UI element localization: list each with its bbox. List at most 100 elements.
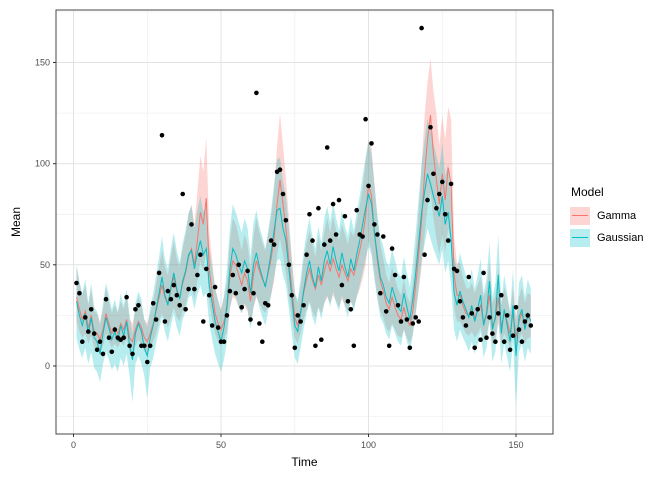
- y-tick-label: 0: [45, 361, 50, 371]
- observation-point: [257, 321, 262, 326]
- x-tick-label: 100: [361, 440, 376, 450]
- observation-point: [481, 270, 486, 276]
- observation-point: [499, 292, 504, 298]
- observation-point: [289, 292, 295, 298]
- panel-border: [55, 9, 554, 435]
- observation-point: [177, 303, 182, 308]
- observation-point: [333, 232, 339, 237]
- gaussian-mean-line: [76, 173, 532, 361]
- observation-point: [410, 321, 416, 326]
- observation-point: [171, 282, 177, 288]
- observation-point: [528, 323, 534, 328]
- observation-point: [103, 296, 109, 302]
- observation-point: [209, 323, 215, 328]
- observation-point: [327, 238, 333, 243]
- observation-point: [91, 331, 97, 336]
- x-tick-label: 50: [216, 440, 226, 450]
- observation-point: [180, 191, 185, 197]
- observation-point: [484, 335, 489, 341]
- observation-point: [206, 292, 212, 298]
- observation-point: [504, 313, 510, 318]
- observation-point: [156, 270, 162, 276]
- observation-point: [487, 315, 492, 320]
- observation-point: [268, 238, 274, 243]
- legend-entry-gaussian: Gaussian: [570, 229, 643, 247]
- observation-point: [389, 246, 395, 251]
- observation-point: [516, 327, 522, 332]
- legend-title: Model: [571, 185, 604, 199]
- observation-point: [522, 319, 528, 324]
- observation-point: [501, 339, 507, 345]
- observation-point: [372, 222, 377, 227]
- observation-point: [147, 343, 153, 349]
- observation-point: [292, 345, 298, 351]
- observation-point: [348, 307, 354, 312]
- observation-point: [478, 337, 483, 343]
- y-tick-label: 100: [35, 159, 50, 169]
- observation-point: [342, 214, 348, 219]
- observation-point: [159, 133, 165, 138]
- observation-point: [168, 296, 174, 302]
- observation-point: [442, 212, 448, 217]
- observation-point: [83, 315, 88, 320]
- observation-point: [204, 266, 209, 272]
- observation-point: [336, 197, 342, 203]
- observation-point: [192, 286, 197, 292]
- observation-point: [513, 305, 519, 310]
- observation-point: [136, 303, 141, 308]
- observation-point: [142, 343, 147, 349]
- observation-point: [221, 339, 227, 345]
- observation-point: [245, 268, 250, 274]
- observation-point: [295, 313, 301, 318]
- observation-point: [183, 307, 188, 312]
- observation-point: [301, 303, 306, 308]
- observation-point: [277, 167, 283, 172]
- observation-point: [395, 303, 401, 308]
- observation-point: [248, 317, 253, 322]
- observation-point: [383, 309, 389, 314]
- observation-point: [496, 311, 501, 316]
- observation-point: [283, 218, 289, 223]
- observation-point: [407, 345, 413, 351]
- observation-point: [319, 337, 324, 343]
- observation-point: [86, 329, 91, 334]
- observation-point: [463, 323, 469, 328]
- observation-point: [80, 339, 85, 345]
- observation-point: [100, 351, 106, 357]
- observation-point: [472, 345, 478, 351]
- observation-point: [174, 292, 180, 298]
- observation-point: [416, 319, 422, 324]
- observation-point: [445, 238, 451, 243]
- observation-point: [422, 252, 427, 257]
- observation-point: [310, 238, 315, 243]
- observation-point: [404, 317, 410, 322]
- observation-point: [313, 343, 318, 349]
- observation-point: [121, 335, 126, 341]
- observation-point: [150, 301, 156, 306]
- observation-point: [413, 315, 419, 320]
- observation-point: [201, 319, 206, 324]
- observation-point: [215, 325, 221, 330]
- observation-point: [162, 319, 168, 324]
- observation-point: [286, 262, 292, 268]
- observation-point: [77, 290, 82, 296]
- observation-point: [375, 232, 380, 237]
- observation-point: [236, 262, 241, 268]
- observation-point: [419, 25, 424, 31]
- observation-point: [490, 331, 495, 336]
- gamma-key-swatch: [570, 207, 590, 225]
- observation-point: [460, 315, 466, 320]
- observation-point: [239, 305, 244, 310]
- observation-point: [130, 351, 135, 357]
- observation-point: [322, 242, 327, 247]
- observation-point: [431, 171, 436, 177]
- observation-point: [398, 319, 404, 324]
- observation-point: [106, 335, 112, 341]
- observation-point: [260, 339, 265, 345]
- observation-point: [454, 268, 460, 274]
- observation-point: [351, 343, 357, 349]
- observation-point: [493, 339, 498, 345]
- observation-point: [510, 333, 516, 339]
- observation-point: [428, 125, 433, 130]
